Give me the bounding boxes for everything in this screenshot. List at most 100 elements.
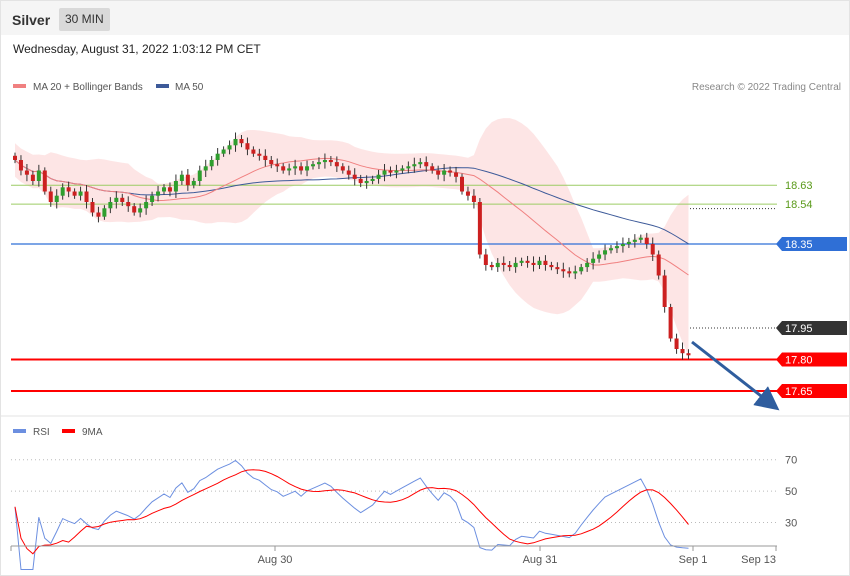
candle-body	[549, 265, 554, 268]
support-label: 17.80	[785, 355, 813, 367]
legend-ma50-swatch	[156, 84, 169, 88]
candle-body	[358, 178, 363, 184]
candle-body	[638, 237, 643, 240]
candle-body	[364, 181, 369, 184]
candle-body	[197, 170, 202, 181]
candle-body	[30, 174, 35, 181]
candle-body	[376, 174, 381, 179]
candle-body	[227, 145, 232, 150]
x-tick-label: Aug 30	[258, 554, 293, 566]
chart-header: Silver 30 MIN	[1, 1, 849, 35]
candle-body	[614, 246, 619, 249]
candle-body	[650, 244, 655, 255]
candle-body	[495, 262, 500, 268]
support-badge	[776, 384, 847, 398]
candle-body	[90, 202, 95, 213]
rsi-level-label: 70	[785, 455, 797, 467]
candle-body	[185, 174, 190, 186]
rsi-level-label: 30	[785, 517, 797, 529]
candle-body	[316, 162, 321, 165]
candle-body	[418, 162, 423, 165]
legend-ma20-label: MA 20 + Bollinger Bands	[33, 82, 143, 93]
candle-body	[674, 338, 679, 349]
candle-body	[150, 195, 155, 202]
candle-body	[42, 170, 47, 192]
copyright-text: Research © 2022 Trading Central	[692, 82, 841, 93]
candle-body	[591, 258, 596, 263]
candle-body	[412, 164, 417, 167]
bollinger-bands	[15, 118, 689, 356]
candle-body	[281, 166, 286, 171]
candle-body	[60, 187, 65, 196]
candle-body	[513, 262, 518, 268]
candle-body	[84, 191, 89, 202]
candle-body	[543, 260, 548, 265]
candle-body	[13, 155, 17, 160]
candle-body	[322, 160, 327, 163]
candle-body	[507, 265, 512, 268]
legend-rsi-label: RSI	[33, 427, 50, 438]
candle-body	[454, 172, 459, 177]
candle-body	[501, 262, 506, 265]
pivot-label: 18.35	[785, 239, 813, 251]
moving-averages	[14, 157, 689, 276]
candle-body	[382, 170, 387, 175]
legend-9ma-label: 9MA	[82, 427, 103, 438]
instrument-title: Silver	[12, 12, 51, 28]
rsi-line	[14, 459, 689, 570]
candle-body	[626, 241, 631, 244]
candle-body	[167, 187, 172, 192]
candle-body	[311, 164, 315, 167]
candle-body	[603, 250, 608, 255]
legend-ma50-label: MA 50	[175, 82, 204, 93]
bollinger-band-area	[15, 118, 689, 356]
candle-body	[525, 260, 530, 263]
legend-ma20-swatch	[13, 84, 26, 88]
candlesticks	[13, 132, 691, 360]
candle-body	[436, 170, 441, 175]
candle-body	[585, 262, 590, 268]
x-tick-label: Sep 1	[679, 554, 708, 566]
candle-body	[96, 212, 101, 217]
candle-body	[48, 191, 53, 202]
candle-body	[352, 174, 357, 179]
candle-body	[24, 170, 29, 175]
candle-body	[191, 181, 196, 186]
candle-body	[555, 267, 560, 270]
candle-body	[489, 265, 494, 268]
candle-body	[609, 248, 613, 251]
candle-body	[662, 275, 667, 307]
candle-body	[102, 208, 107, 217]
candle-body	[442, 170, 447, 175]
resistance-label: 18.54	[785, 199, 813, 211]
candle-body	[394, 170, 399, 173]
candle-body	[245, 143, 250, 150]
candle-body	[471, 195, 476, 202]
candle-body	[561, 269, 566, 272]
candle-body	[388, 170, 393, 173]
candle-body	[263, 155, 268, 160]
candle-body	[209, 160, 214, 167]
candle-body	[465, 191, 470, 196]
candle-body	[257, 153, 262, 156]
interval-badge[interactable]: 30 MIN	[59, 8, 110, 31]
candle-body	[66, 187, 71, 192]
candle-body	[424, 162, 429, 167]
candle-body	[430, 166, 435, 171]
level-labels: 18.63 18.54 18.35 17.95 17.80 17.65	[776, 180, 847, 398]
candle-body	[144, 202, 149, 209]
candle-body	[108, 202, 113, 209]
candle-body	[632, 239, 637, 242]
candle-body	[620, 244, 625, 247]
candle-body	[406, 166, 411, 169]
candle-body	[233, 139, 238, 146]
chart-datetime: Wednesday, August 31, 2022 1:03:12 PM CE…	[13, 42, 261, 56]
candle-body	[460, 176, 464, 192]
current-price-badge	[776, 321, 847, 335]
candle-body	[173, 181, 178, 192]
candle-body	[400, 168, 405, 171]
candle-body	[567, 271, 572, 274]
candle-body	[72, 191, 77, 196]
candle-body	[269, 160, 274, 165]
